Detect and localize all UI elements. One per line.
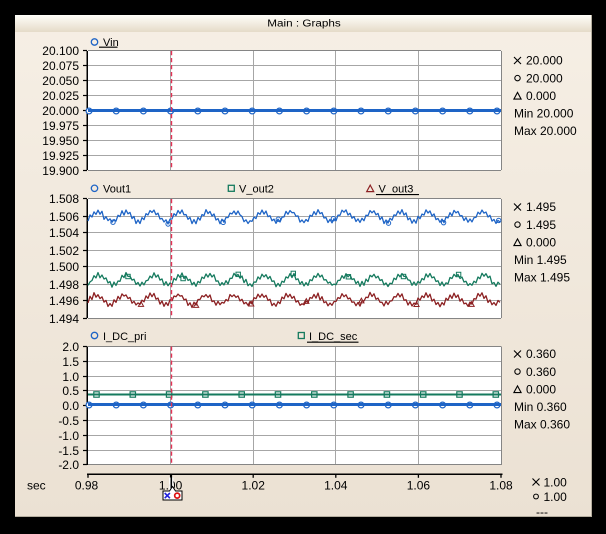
svg-text:1.495: 1.495	[526, 218, 556, 232]
svg-text:1.06: 1.06	[407, 479, 431, 493]
svg-text:0.000: 0.000	[526, 382, 556, 396]
svg-text:20.000: 20.000	[526, 71, 563, 85]
svg-text:Vout1: Vout1	[103, 183, 131, 195]
svg-text:1.500: 1.500	[49, 260, 79, 274]
svg-text:0.000: 0.000	[526, 235, 556, 249]
svg-text:0.5: 0.5	[62, 384, 79, 398]
svg-text:V_out3: V_out3	[379, 183, 414, 195]
svg-text:20.075: 20.075	[42, 59, 79, 73]
svg-text:Min 1.495: Min 1.495	[514, 253, 567, 267]
svg-text:0.360: 0.360	[526, 347, 556, 361]
svg-text:1.502: 1.502	[49, 244, 79, 258]
svg-text:20.025: 20.025	[42, 89, 79, 103]
svg-text:1.02: 1.02	[242, 479, 266, 493]
svg-text:Min 20.000: Min 20.000	[514, 107, 574, 121]
svg-text:Vin: Vin	[103, 37, 119, 49]
svg-text:19.950: 19.950	[42, 134, 79, 148]
svg-text:19.925: 19.925	[42, 149, 79, 163]
svg-text:1.508: 1.508	[49, 192, 79, 206]
svg-text:19.975: 19.975	[42, 119, 79, 133]
svg-text:1.00: 1.00	[544, 490, 568, 504]
svg-text:20.100: 20.100	[42, 44, 79, 58]
svg-text:---: ---	[536, 505, 548, 519]
svg-text:1.506: 1.506	[49, 210, 79, 224]
svg-text:V_out2: V_out2	[239, 183, 274, 195]
svg-text:1.504: 1.504	[49, 226, 79, 240]
svg-text:0.0: 0.0	[62, 399, 79, 413]
svg-text:2.0: 2.0	[62, 340, 79, 354]
svg-text:Max 20.000: Max 20.000	[514, 124, 577, 138]
svg-text:20.050: 20.050	[42, 74, 79, 88]
svg-text:Main : Graphs: Main : Graphs	[267, 19, 341, 30]
svg-text:Max 0.360: Max 0.360	[514, 418, 570, 432]
svg-text:1.494: 1.494	[49, 312, 79, 326]
svg-text:1.00: 1.00	[544, 475, 568, 489]
svg-text:Max 1.495: Max 1.495	[514, 271, 570, 285]
svg-text:Min 0.360: Min 0.360	[514, 400, 567, 414]
svg-text:0.360: 0.360	[526, 365, 556, 379]
svg-text:I_DC_pri: I_DC_pri	[103, 331, 146, 343]
svg-text:-1.5: -1.5	[58, 444, 79, 458]
svg-text:I_DC_sec: I_DC_sec	[309, 331, 358, 343]
svg-text:1.08: 1.08	[489, 479, 513, 493]
svg-text:1.5: 1.5	[62, 355, 79, 369]
svg-text:0.98: 0.98	[75, 479, 99, 493]
svg-text:1.496: 1.496	[49, 294, 79, 308]
svg-text:19.900: 19.900	[42, 164, 79, 178]
svg-text:-2.0: -2.0	[58, 458, 79, 472]
svg-text:20.000: 20.000	[42, 104, 79, 118]
svg-text:1.495: 1.495	[526, 200, 556, 214]
svg-text:1.498: 1.498	[49, 278, 79, 292]
svg-text:1.04: 1.04	[324, 479, 348, 493]
svg-text:sec: sec	[27, 479, 46, 493]
svg-text:20.000: 20.000	[526, 54, 563, 68]
svg-text:-0.5: -0.5	[58, 414, 79, 428]
svg-text:1.0: 1.0	[62, 370, 79, 384]
svg-text:-1.0: -1.0	[58, 429, 79, 443]
svg-text:0.000: 0.000	[526, 89, 556, 103]
